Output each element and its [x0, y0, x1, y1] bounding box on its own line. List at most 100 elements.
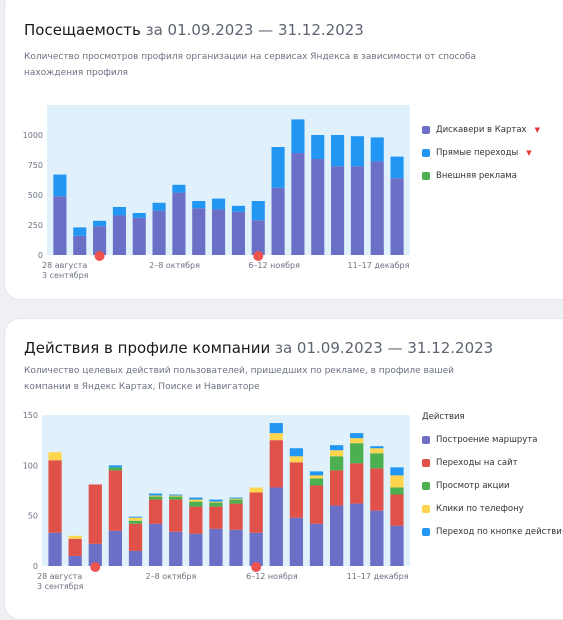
legend-label: Переходы на сайт	[436, 457, 518, 468]
bar-segment	[370, 137, 384, 162]
bar-segment	[169, 494, 183, 496]
bar-segment	[53, 174, 67, 197]
bar-segment	[93, 226, 107, 255]
bar-segment	[192, 201, 206, 209]
bar-segment	[269, 423, 283, 434]
actions-date-range[interactable]: за 01.09.2023 — 31.12.2023	[274, 339, 494, 357]
bar-segment	[172, 192, 186, 255]
bar-segment	[132, 213, 146, 218]
bar-segment	[289, 456, 304, 463]
bar-segment	[309, 485, 324, 524]
trend-down-icon: ▼	[526, 148, 532, 157]
bar-segment	[271, 147, 285, 188]
bar-segment	[172, 184, 186, 193]
bar-segment	[53, 196, 67, 255]
bar-segment	[309, 523, 324, 566]
legend-item[interactable]: Дискавери в Картах ▼	[422, 118, 540, 141]
bar-segment	[370, 161, 384, 255]
bar-segment	[108, 530, 123, 566]
bar-segment	[229, 498, 243, 500]
bar-segment	[329, 450, 344, 457]
bar-segment	[269, 487, 283, 566]
bar-segment	[108, 467, 123, 471]
legend-checkbox[interactable]	[422, 435, 430, 444]
x-tick-label: 6–12 ноября	[248, 261, 300, 270]
bar-segment	[309, 478, 324, 486]
bar-segment	[249, 487, 263, 493]
legend-label: Дискавери в Картах	[436, 124, 527, 135]
bar-segment	[331, 135, 345, 167]
legend-label: Построение маршрута	[436, 434, 538, 445]
bar-segment	[88, 484, 102, 544]
legend-checkbox[interactable]	[422, 504, 430, 513]
bar-segment	[269, 440, 283, 488]
bar-segment	[331, 166, 345, 255]
legend-label: Прямые переходы	[436, 147, 519, 158]
bar-segment	[229, 529, 243, 566]
legend-item[interactable]: Прямые переходы ▼	[422, 141, 540, 164]
bar-segment	[112, 207, 126, 216]
bar-segment	[48, 452, 62, 461]
bar-segment	[329, 445, 344, 451]
bar-segment	[390, 467, 404, 476]
event-marker-icon	[253, 251, 264, 261]
bar-segment	[108, 470, 123, 531]
bar-segment	[271, 187, 285, 255]
bar-segment	[132, 217, 146, 255]
legend-checkbox[interactable]	[422, 458, 430, 467]
bar-segment	[209, 502, 223, 507]
y-tick-label: 750	[28, 161, 43, 170]
legend-label: Просмотр акции	[436, 480, 510, 491]
legend-item[interactable]: Клики по телефону	[422, 497, 563, 520]
bar-segment	[148, 523, 163, 566]
bar-segment	[128, 516, 143, 518]
bar-segment	[390, 525, 404, 566]
legend-item[interactable]: Просмотр акции	[422, 474, 563, 497]
attendance-subtitle: Количество просмотров профиля организаци…	[24, 52, 477, 78]
legend-checkbox[interactable]	[422, 148, 430, 157]
x-tick-label: 2–8 октября	[146, 572, 197, 581]
bar-segment	[350, 503, 364, 566]
legend-checkbox[interactable]	[422, 527, 430, 536]
bar-segment	[370, 448, 384, 454]
bar-segment	[269, 433, 283, 441]
y-tick-label: 0	[33, 562, 38, 571]
bar-segment	[289, 448, 304, 457]
legend-label: Клики по телефону	[436, 503, 524, 514]
legend-checkbox[interactable]	[422, 481, 430, 490]
legend-checkbox[interactable]	[422, 125, 430, 134]
bar-segment	[48, 460, 62, 533]
y-tick-label: 150	[23, 411, 38, 420]
attendance-title-text: Посещаемость	[24, 21, 141, 39]
actions-legend: Действия Построение маршрута Переходы на …	[422, 406, 563, 543]
bar-segment	[128, 523, 143, 551]
event-marker-icon	[94, 251, 105, 261]
legend-checkbox[interactable]	[422, 171, 430, 180]
bar-segment	[68, 538, 82, 556]
bar-segment	[93, 220, 107, 227]
bar-segment	[108, 465, 123, 468]
legend-item[interactable]: Переходы на сайт	[422, 451, 563, 474]
bar-segment	[128, 550, 143, 566]
legend-item[interactable]: Внешняя реклама	[422, 164, 540, 187]
bar-segment	[311, 159, 325, 255]
bar-segment	[390, 487, 404, 495]
actions-title: Действия в профиле компании за 01.09.202…	[24, 339, 493, 357]
bar-segment	[189, 501, 203, 507]
bar-segment	[189, 506, 203, 534]
y-tick-label: 50	[28, 512, 38, 521]
bar-segment	[350, 166, 364, 255]
attendance-title: Посещаемость за 01.09.2023 — 31.12.2023	[24, 21, 364, 39]
bar-segment	[370, 453, 384, 469]
bar-segment	[48, 532, 62, 566]
bar-segment	[152, 210, 166, 255]
legend-item[interactable]: Переход по кнопке действия	[422, 520, 563, 543]
bar-segment	[249, 532, 263, 566]
attendance-date-range[interactable]: за 01.09.2023 — 31.12.2023	[145, 21, 364, 39]
y-tick-label: 100	[23, 461, 38, 470]
event-marker-icon	[251, 562, 262, 572]
legend-item[interactable]: Построение маршрута	[422, 428, 563, 451]
bar-segment	[68, 555, 82, 566]
bar-segment	[231, 211, 245, 255]
